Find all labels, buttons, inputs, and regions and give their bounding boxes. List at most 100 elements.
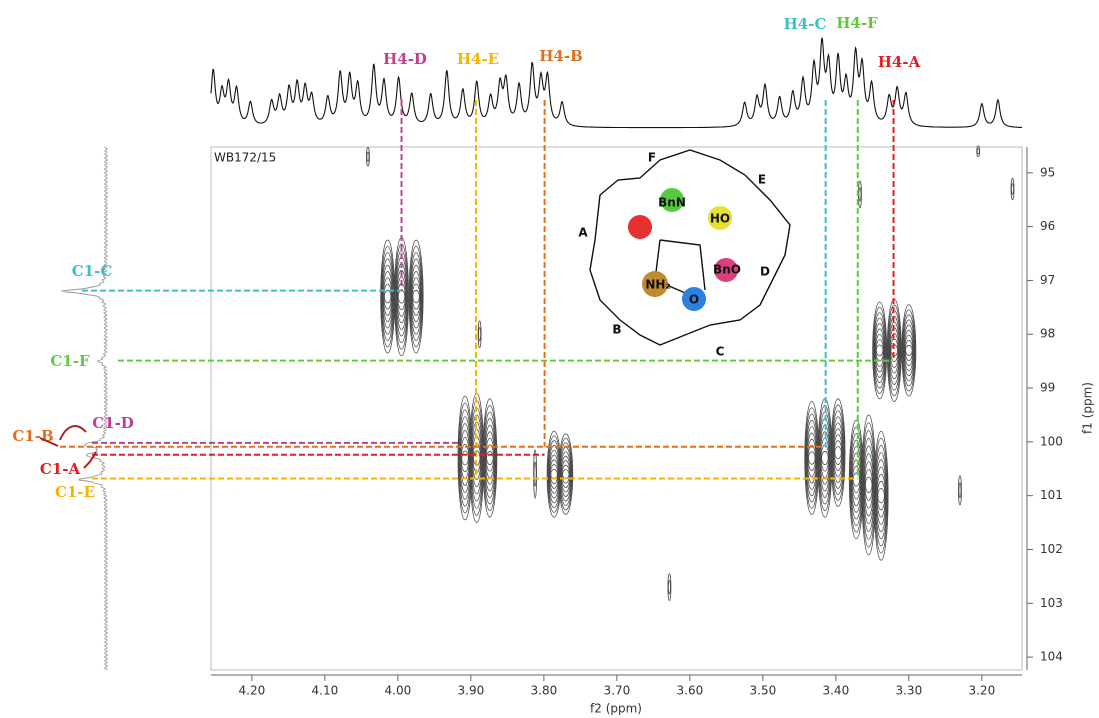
ring-label: D (760, 265, 770, 279)
contour-line (858, 187, 862, 202)
contour-line (874, 328, 885, 373)
x-tick-label: 3.80 (531, 684, 558, 698)
cross-peak (477, 320, 482, 349)
contour-line (1010, 177, 1015, 201)
contour-line (976, 145, 981, 158)
contour-line (902, 319, 915, 382)
contour-line (408, 239, 424, 354)
group-label: BnN (658, 196, 686, 210)
contour-line (958, 475, 962, 506)
ring-label: C (716, 345, 725, 359)
cross-peak (872, 301, 888, 400)
contour-line (820, 444, 830, 472)
contour-line (875, 333, 885, 367)
contour-line (533, 449, 538, 499)
group-label: HO (710, 212, 730, 226)
x-tick-label: 3.60 (677, 684, 704, 698)
contour-line (806, 426, 818, 490)
contour-line (482, 398, 498, 518)
h4-label: H4-C (784, 15, 827, 33)
contour-line (887, 304, 902, 397)
h4-label: H4-D (383, 50, 427, 68)
contour-line (833, 440, 843, 465)
structure (589, 149, 791, 346)
cross-peak (667, 573, 672, 601)
contour-line (560, 451, 572, 497)
contour-line (533, 461, 537, 487)
x-tick-label: 3.30 (895, 684, 922, 698)
contour-line (903, 324, 915, 377)
contour-line (832, 422, 844, 483)
cross-peak (976, 145, 981, 158)
atom-ball (714, 258, 738, 282)
contour-line (411, 283, 421, 310)
cross-peak (861, 414, 877, 556)
contour-line (876, 466, 887, 525)
c1-label: C1-F (50, 352, 90, 370)
contour-line (874, 437, 889, 554)
y-tick-label: 103 (1040, 596, 1063, 610)
contour-line (562, 469, 570, 480)
contour-line (397, 289, 406, 304)
contour-line (901, 309, 916, 392)
contour-line (904, 339, 913, 361)
contour-line (667, 573, 672, 601)
contour-line (382, 264, 394, 329)
plot-frame (210, 146, 1023, 671)
contour-line (484, 424, 496, 492)
contour-line (366, 146, 370, 167)
y-tick-label: 101 (1040, 488, 1063, 502)
contour-line (411, 277, 421, 316)
contour-line (875, 344, 884, 357)
contour-line (875, 339, 884, 362)
contour-line (863, 453, 874, 517)
x-tick-label: 3.90 (458, 684, 485, 698)
c1-label: C1-A (40, 460, 81, 478)
cross-peak (482, 398, 498, 518)
annotation: WB172/15 (214, 151, 276, 165)
contour-line (1011, 183, 1014, 195)
cross-peak (469, 393, 485, 523)
x-tick-label: 3.20 (968, 684, 995, 698)
arrow (83, 451, 97, 469)
contour-line (383, 289, 392, 304)
contour-line (549, 459, 559, 489)
ring-label: B (612, 323, 621, 337)
contour-line (478, 327, 482, 342)
contour-line (903, 329, 914, 372)
x-tick-label: 4.20 (239, 684, 266, 698)
contour-line (852, 472, 860, 487)
contour-line (460, 443, 470, 473)
contour-line (482, 404, 497, 512)
h4-label: H4-B (539, 47, 583, 65)
contour-line (461, 450, 469, 466)
cross-peak (533, 449, 538, 499)
y-tick-label: 98 (1040, 327, 1055, 341)
contour-line (485, 444, 494, 472)
h4-label: H4-A (878, 53, 921, 71)
cross-peak (394, 236, 409, 357)
ring-label: A (578, 226, 588, 240)
contour-line (805, 419, 818, 497)
contour-line (830, 398, 846, 507)
contour-line (872, 301, 888, 400)
contour-line (864, 468, 873, 501)
contour-line (558, 433, 574, 515)
contour-line (366, 151, 370, 162)
cross-peak (830, 398, 846, 507)
cross-peak (901, 304, 917, 397)
contour-line (412, 289, 420, 304)
contour-line (806, 432, 817, 484)
contour-line (901, 304, 917, 397)
f1-projection (61, 146, 109, 671)
contour-line (396, 269, 407, 324)
cross-peak (873, 430, 889, 561)
cross-peak (848, 419, 864, 540)
h4-label: H4-F (836, 14, 878, 32)
x-tick-label: 3.40 (822, 684, 849, 698)
contour-line (560, 455, 571, 493)
contour-line (381, 258, 394, 335)
y-tick-label: 97 (1040, 273, 1055, 287)
group-label: NH₂ (645, 278, 670, 292)
